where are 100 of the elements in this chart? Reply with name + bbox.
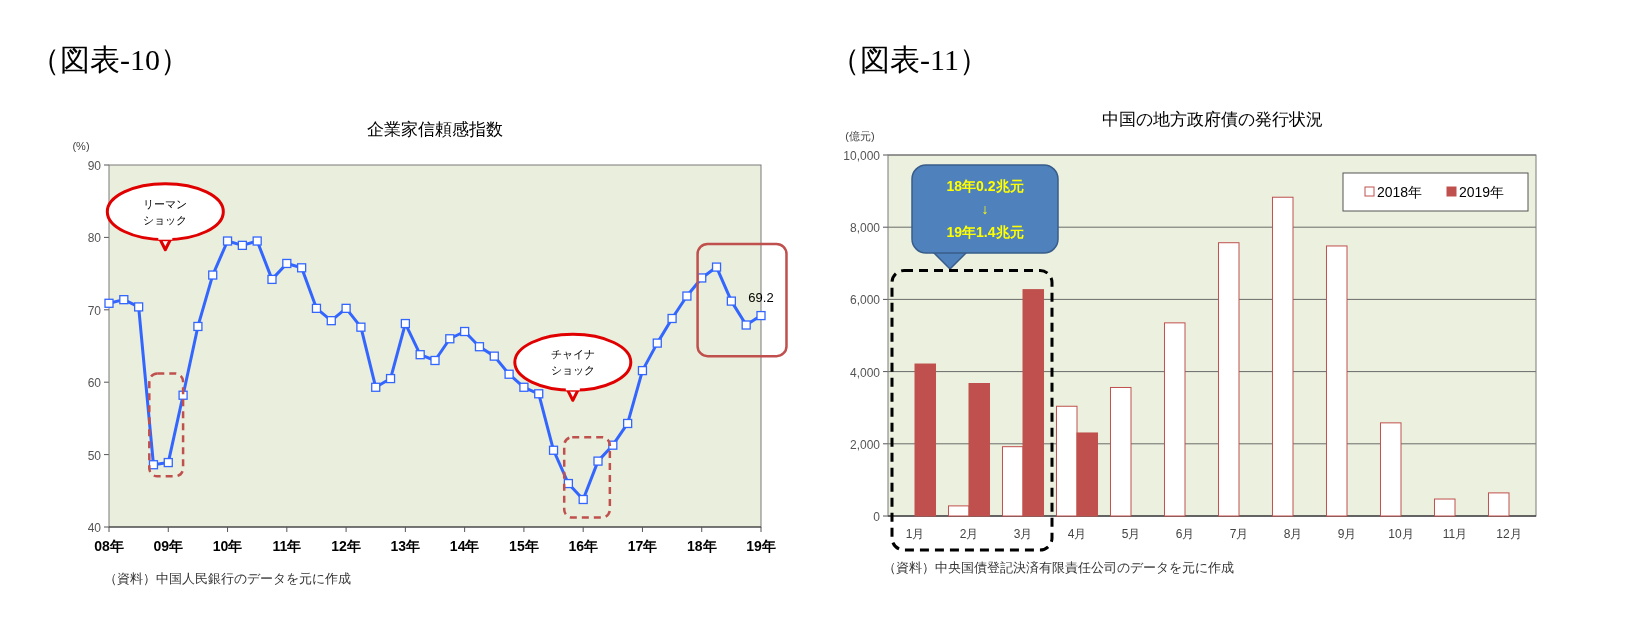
annotation: チャイナショック — [550, 348, 595, 377]
bar — [1325, 245, 1348, 517]
y-tick-label: 40 — [87, 521, 102, 535]
point — [652, 338, 662, 348]
point — [741, 320, 751, 330]
annotation: リーマンショック — [143, 197, 188, 226]
point — [252, 236, 262, 246]
x-tick-label: 12年 — [331, 538, 361, 554]
x-tick-label: 08年 — [94, 538, 124, 554]
y-tick-label: 4,000 — [849, 365, 881, 380]
point — [489, 351, 499, 361]
y-tick-label: 2,000 — [849, 437, 881, 452]
y-tick-label: 8,000 — [849, 221, 881, 236]
point — [430, 355, 440, 366]
x-tick-label: 10月 — [1388, 527, 1414, 541]
text: （図表-11） — [830, 43, 989, 76]
point — [711, 262, 722, 272]
point — [548, 445, 559, 455]
legend-label: 2019年 — [1459, 184, 1505, 200]
y-tick-label: 10,000 — [843, 149, 881, 163]
x-tick-label: 5月 — [1121, 527, 1141, 541]
bar — [1487, 492, 1510, 517]
x-tick-label: 8月 — [1283, 527, 1303, 541]
x-tick-label: 17年 — [627, 538, 658, 554]
annotation: 18年0.2兆元 ↓ 19年1.4兆元 — [946, 178, 1024, 240]
y-tick-label: 50 — [87, 448, 102, 463]
y-tick-label: 80 — [87, 231, 102, 246]
x-tick-label: 12月 — [1496, 527, 1522, 541]
x-tick-label: 1月 — [905, 527, 925, 541]
x-tick-label: 18年 — [686, 538, 717, 554]
point — [667, 313, 677, 324]
bar — [1217, 242, 1240, 517]
chart-title: 中国の地方政府債の発行状況 — [1101, 110, 1323, 129]
x-tick-label: 16年 — [568, 538, 598, 554]
point — [726, 296, 737, 306]
point — [682, 291, 692, 301]
point — [637, 365, 648, 376]
data-label: 69.2 — [748, 289, 774, 305]
point — [193, 321, 203, 332]
y-tick-label: 0 — [873, 510, 881, 524]
x-tick-label: 09年 — [153, 538, 184, 554]
point — [296, 263, 307, 273]
x-tick-label: 11年 — [272, 538, 302, 554]
point — [326, 316, 336, 326]
point — [163, 457, 173, 468]
y-tick-label: 70 — [87, 303, 102, 318]
legend-label: 2018年 — [1377, 184, 1423, 200]
callout: チャイナショック — [513, 332, 633, 402]
point — [104, 298, 114, 308]
point — [578, 494, 588, 505]
x-tick-label: 4月 — [1067, 527, 1087, 541]
point — [534, 389, 544, 399]
point — [519, 382, 529, 392]
x-tick-label: 3月 — [1013, 527, 1033, 541]
bar — [1109, 386, 1132, 517]
point — [311, 303, 322, 313]
y-axis-title: (%) — [72, 140, 90, 152]
y-axis-title: (億元) — [845, 130, 875, 142]
text: （図表-10） — [30, 43, 190, 76]
x-tick-label: 19年 — [746, 538, 776, 554]
point — [371, 382, 381, 392]
point — [400, 318, 411, 329]
callout: リーマンショック — [105, 182, 225, 252]
point — [222, 236, 233, 246]
point — [178, 390, 188, 400]
point — [504, 369, 514, 379]
x-tick-label: 2月 — [959, 527, 979, 541]
x-tick-label: 10年 — [212, 538, 243, 554]
point — [459, 326, 470, 337]
point — [237, 240, 248, 251]
y-tick-label: 90 — [87, 159, 102, 173]
text: （資料）中央国債登記決済有限責任公司のデータを元に作成 — [883, 560, 1234, 575]
bar — [1379, 422, 1402, 517]
point — [119, 295, 129, 305]
point — [356, 322, 366, 332]
x-tick-label: 14年 — [449, 538, 480, 554]
bar — [1163, 322, 1186, 517]
point — [341, 303, 351, 313]
point — [474, 342, 485, 352]
x-tick-label: 13年 — [390, 538, 421, 554]
point — [385, 373, 396, 384]
point — [208, 270, 218, 280]
y-tick-label: 6,000 — [849, 293, 881, 308]
point — [622, 418, 633, 429]
point — [133, 302, 144, 312]
bar — [1271, 196, 1294, 517]
point — [593, 456, 603, 466]
y-tick-label: 60 — [87, 376, 102, 391]
bar — [1433, 498, 1456, 517]
x-tick-label: 11月 — [1442, 527, 1468, 541]
chart-title: 企業家信頼感指数 — [367, 120, 503, 139]
point — [282, 258, 292, 269]
x-tick-label: 15年 — [509, 538, 539, 554]
point — [563, 478, 574, 489]
x-tick-label: 9月 — [1337, 527, 1357, 541]
point — [415, 350, 425, 360]
text: （資料）中国人民銀行のデータを元に作成 — [104, 571, 351, 586]
point — [267, 274, 277, 285]
bar — [914, 363, 937, 517]
point — [445, 334, 455, 344]
